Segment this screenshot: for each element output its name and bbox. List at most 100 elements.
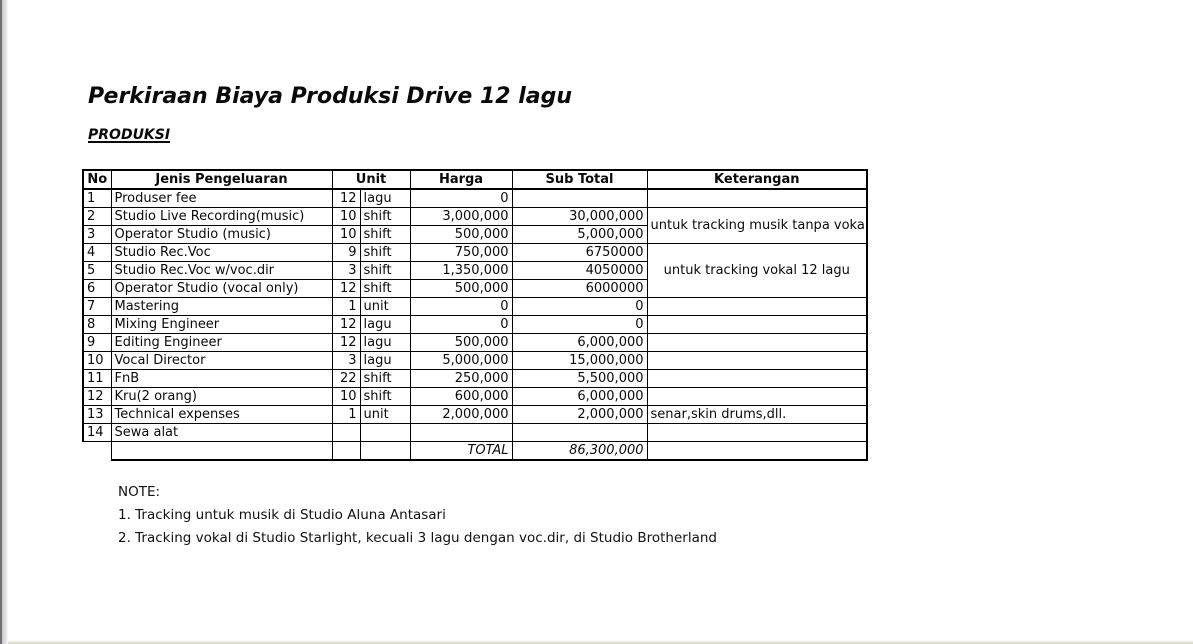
table-row: 7 Mastering 1 unit 0 0 xyxy=(82,297,869,316)
cell-keterangan xyxy=(646,188,869,208)
cell-unit-empty xyxy=(359,441,411,461)
cell-item: FnB xyxy=(110,369,333,388)
cell-unit: lagu xyxy=(359,333,411,352)
cell-no: 10 xyxy=(82,351,112,370)
cell-qty: 22 xyxy=(331,369,361,388)
cell-subtotal: 6000000 xyxy=(511,279,648,298)
cell-item: Kru(2 orang) xyxy=(110,387,333,406)
cell-item: Operator Studio (vocal only) xyxy=(110,279,333,298)
cell-unit: lagu xyxy=(359,315,411,334)
cell-unit: shift xyxy=(359,261,411,280)
cell-unit: shift xyxy=(359,207,411,226)
cell-unit: lagu xyxy=(359,351,411,370)
cell-qty: 12 xyxy=(331,333,361,352)
table-row: 10 Vocal Director 3 lagu 5,000,000 15,00… xyxy=(82,351,869,370)
cell-unit: shift xyxy=(359,387,411,406)
cell-subtotal: 6750000 xyxy=(511,243,648,262)
cell-harga: 250,000 xyxy=(409,369,513,388)
cell-no: 4 xyxy=(82,243,112,262)
cell-unit: shift xyxy=(359,243,411,262)
cell-keterangan xyxy=(646,315,869,334)
table-row: 11 FnB 22 shift 250,000 5,500,000 xyxy=(82,369,869,388)
cell-harga: 500,000 xyxy=(409,225,513,244)
cell-subtotal: 0 xyxy=(511,297,648,316)
header-subtotal: Sub Total xyxy=(511,169,648,190)
cell-qty: 12 xyxy=(331,188,361,208)
cell-harga: 0 xyxy=(409,297,513,316)
cell-harga: 750,000 xyxy=(409,243,513,262)
cell-no: 5 xyxy=(82,261,112,280)
cell-qty-empty xyxy=(331,441,361,461)
cell-harga: 2,000,000 xyxy=(409,405,513,424)
cell-harga: 600,000 xyxy=(409,387,513,406)
cell-item: Operator Studio (music) xyxy=(110,225,333,244)
table-row: 14 Sewa alat xyxy=(82,423,869,442)
cell-keterangan xyxy=(646,351,869,370)
total-label: TOTAL xyxy=(409,441,513,461)
cell-qty xyxy=(331,423,361,442)
cell-item: Mastering xyxy=(110,297,333,316)
cell-no: 14 xyxy=(82,423,112,442)
total-row-spacer xyxy=(83,441,112,460)
cell-qty: 9 xyxy=(331,243,361,262)
table-header-row: No Jenis Pengeluaran Unit Harga Sub Tota… xyxy=(82,169,869,190)
table-row: 9 Editing Engineer 12 lagu 500,000 6,000… xyxy=(82,333,869,352)
cell-unit: unit xyxy=(359,297,411,316)
cell-subtotal: 4050000 xyxy=(511,261,648,280)
note-item: 2. Tracking vokal di Studio Starlight, k… xyxy=(118,530,717,546)
cell-subtotal: 30,000,000 xyxy=(511,207,648,226)
table-row: 8 Mixing Engineer 12 lagu 0 0 xyxy=(82,315,869,334)
cell-no: 12 xyxy=(82,387,112,406)
cell-item: Vocal Director xyxy=(110,351,333,370)
cell-harga: 5,000,000 xyxy=(409,351,513,370)
cell-unit: unit xyxy=(359,405,411,424)
cell-subtotal: 0 xyxy=(511,315,648,334)
cell-qty: 3 xyxy=(331,351,361,370)
window-bottom-edge xyxy=(8,640,1193,644)
cell-subtotal xyxy=(511,423,648,442)
cell-no: 13 xyxy=(82,405,112,424)
cell-unit: lagu xyxy=(359,188,411,208)
cell-item: Produser fee xyxy=(110,188,333,208)
cell-unit xyxy=(359,423,411,442)
cell-unit: shift xyxy=(359,279,411,298)
cell-keterangan xyxy=(646,333,869,352)
cell-item: Mixing Engineer xyxy=(110,315,333,334)
cell-keterangan xyxy=(646,369,869,388)
cell-unit: shift xyxy=(359,225,411,244)
cell-no: 1 xyxy=(82,188,112,208)
table-row: 4 Studio Rec.Voc 9 shift 750,000 6750000… xyxy=(82,243,869,298)
cell-keterangan xyxy=(646,387,869,406)
cell-subtotal: 15,000,000 xyxy=(511,351,648,370)
cell-keterangan: senar,skin drums,dll. xyxy=(646,405,869,424)
header-unit: Unit xyxy=(331,169,411,190)
cell-subtotal: 6,000,000 xyxy=(511,333,648,352)
cell-no: 7 xyxy=(82,297,112,316)
section-heading: PRODUKSI xyxy=(88,127,171,143)
total-value: 86,300,000 xyxy=(511,441,648,461)
notes-heading: NOTE: xyxy=(118,484,161,500)
cell-item: Sewa alat xyxy=(110,423,333,442)
cell-harga: 500,000 xyxy=(409,333,513,352)
cell-harga: 0 xyxy=(409,315,513,334)
table-row: 2 Studio Live Recording(music) 10 shift … xyxy=(82,207,869,244)
cell-harga: 3,000,000 xyxy=(409,207,513,226)
header-item: Jenis Pengeluaran xyxy=(110,169,333,190)
cell-keterangan xyxy=(646,423,869,442)
cell-item: Studio Rec.Voc xyxy=(110,243,333,262)
cell-no: 3 xyxy=(82,225,112,244)
table-row: 1 Produser fee 12 lagu 0 xyxy=(82,188,869,208)
cell-item: Studio Live Recording(music) xyxy=(110,207,333,226)
note-item: 1. Tracking untuk musik di Studio Aluna … xyxy=(118,507,446,523)
cell-subtotal: 5,000,000 xyxy=(511,225,648,244)
header-no: No xyxy=(82,169,112,190)
cell-qty: 10 xyxy=(331,387,361,406)
cell-keterangan-merged: untuk tracking musik tanpa vokal 12 lagu xyxy=(646,207,869,244)
page-title: Perkiraan Biaya Produksi Drive 12 lagu xyxy=(88,84,573,109)
cell-harga: 1,350,000 xyxy=(409,261,513,280)
table-total-row: TOTAL 86,300,000 xyxy=(83,441,869,461)
cell-qty: 10 xyxy=(331,207,361,226)
cell-qty: 12 xyxy=(331,315,361,334)
cell-no: 2 xyxy=(82,207,112,226)
cell-item: Editing Engineer xyxy=(110,333,333,352)
